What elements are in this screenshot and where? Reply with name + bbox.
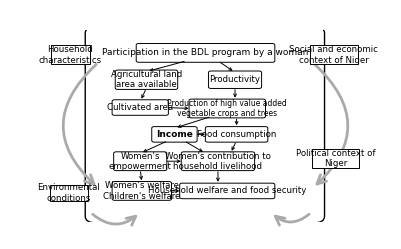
Text: Women's
empowerment: Women's empowerment	[109, 151, 172, 171]
FancyBboxPatch shape	[113, 152, 167, 171]
Text: Participation in the BDL program by a woman: Participation in the BDL program by a wo…	[102, 48, 309, 57]
Text: Productivity: Productivity	[210, 75, 261, 84]
FancyBboxPatch shape	[112, 100, 168, 115]
FancyBboxPatch shape	[51, 45, 90, 64]
Text: Production of high value added
vegetable crops and trees: Production of high value added vegetable…	[167, 99, 287, 118]
Text: Income: Income	[156, 130, 193, 139]
FancyBboxPatch shape	[50, 185, 87, 201]
FancyBboxPatch shape	[181, 152, 255, 171]
Text: Household
characteristics: Household characteristics	[39, 45, 102, 64]
FancyBboxPatch shape	[115, 70, 178, 89]
Text: Cultivated area: Cultivated area	[107, 103, 173, 112]
FancyBboxPatch shape	[312, 149, 359, 168]
FancyBboxPatch shape	[209, 71, 261, 88]
Text: Women's welfare
Children's welfare: Women's welfare Children's welfare	[103, 181, 180, 201]
FancyBboxPatch shape	[310, 45, 358, 64]
Text: Household welfare and food security: Household welfare and food security	[148, 187, 306, 195]
FancyBboxPatch shape	[205, 126, 268, 142]
FancyBboxPatch shape	[189, 99, 265, 118]
FancyBboxPatch shape	[152, 126, 197, 142]
FancyBboxPatch shape	[180, 183, 275, 199]
FancyBboxPatch shape	[136, 44, 275, 62]
FancyBboxPatch shape	[112, 182, 172, 200]
Text: Agricultural land
area available: Agricultural land area available	[111, 70, 182, 89]
Text: Food consumption: Food consumption	[197, 130, 276, 139]
Text: Environmental
conditions: Environmental conditions	[37, 183, 100, 202]
Text: Social and economic
context of Niger: Social and economic context of Niger	[290, 45, 378, 64]
Text: Political context of
Niger: Political context of Niger	[296, 149, 375, 168]
FancyBboxPatch shape	[85, 26, 324, 223]
Text: Women's contribution to
household livelihood: Women's contribution to household liveli…	[165, 151, 271, 171]
